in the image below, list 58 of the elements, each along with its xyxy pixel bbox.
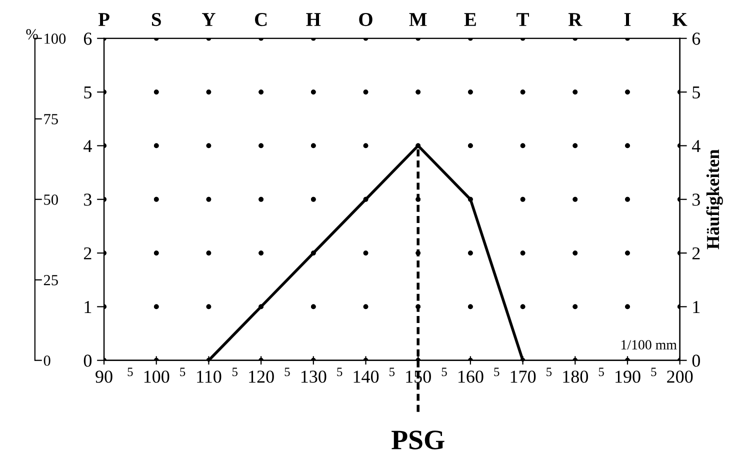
text: 5 bbox=[651, 368, 656, 376]
y-tick-label: 0 bbox=[84, 354, 92, 367]
y3-axis-title: % bbox=[26, 29, 38, 40]
y-tick-label: 1 bbox=[84, 301, 92, 313]
text: 5 bbox=[494, 368, 500, 376]
x-tick-label: 90 bbox=[96, 370, 112, 383]
y3-tick-label: 25 bbox=[44, 275, 58, 286]
y2-tick-label: 0 bbox=[692, 354, 700, 367]
text: K bbox=[672, 13, 688, 26]
y2-tick-label: 6 bbox=[692, 32, 700, 45]
text: 5 bbox=[128, 368, 133, 376]
text: 5 bbox=[442, 368, 447, 376]
y-tick-label: 5 bbox=[84, 86, 92, 98]
text: 5 bbox=[232, 368, 238, 376]
text: I bbox=[624, 13, 631, 26]
y-tick-label: 6 bbox=[84, 32, 92, 45]
y3-tick-label: 100 bbox=[44, 34, 66, 44]
annotation: 1/100 mm bbox=[621, 340, 677, 350]
y2-tick-label: 5 bbox=[692, 86, 700, 98]
x-tick-label: 170 bbox=[510, 370, 536, 383]
y2-tick-label: 2 bbox=[692, 247, 700, 260]
x-tick-label: 200 bbox=[667, 370, 693, 383]
text: H bbox=[306, 13, 321, 26]
text: R bbox=[568, 13, 582, 26]
text: 5 bbox=[337, 368, 342, 376]
x-tick-label: 120 bbox=[249, 370, 274, 383]
y-tick-label: 3 bbox=[84, 194, 92, 206]
y2-axis-title: Häufigkeiten bbox=[706, 149, 723, 250]
text: Y bbox=[202, 13, 216, 26]
text: E bbox=[464, 13, 476, 26]
text: 5 bbox=[284, 368, 290, 376]
y3-tick-label: 0 bbox=[44, 356, 50, 366]
text: O bbox=[359, 13, 372, 26]
x-tick-label: 160 bbox=[458, 370, 484, 383]
text: P bbox=[98, 13, 110, 26]
text: M bbox=[409, 13, 427, 26]
y3-tick-label: 75 bbox=[44, 114, 58, 124]
text: 5 bbox=[180, 368, 186, 376]
text: 5 bbox=[390, 368, 395, 376]
ref-line-label: PSG bbox=[392, 430, 444, 450]
y2-tick-label: 4 bbox=[692, 140, 700, 152]
text: 5 bbox=[546, 368, 552, 376]
x-tick-label: 150 bbox=[406, 370, 431, 383]
x-tick-label: 100 bbox=[144, 370, 170, 383]
y3-tick-label: 50 bbox=[44, 194, 58, 205]
y-tick-label: 2 bbox=[84, 247, 92, 260]
text: 5 bbox=[598, 368, 604, 376]
y2-tick-label: 3 bbox=[692, 194, 700, 206]
y2-tick-label: 1 bbox=[693, 301, 700, 313]
x-tick-label: 140 bbox=[354, 370, 379, 383]
text: T bbox=[516, 13, 529, 26]
x-tick-label: 190 bbox=[616, 370, 640, 383]
x-tick-label: 130 bbox=[301, 370, 326, 383]
y-tick-label: 4 bbox=[84, 140, 92, 152]
text: C bbox=[254, 13, 267, 26]
x-tick-label: 180 bbox=[563, 370, 588, 383]
x-tick-label: 110 bbox=[197, 370, 222, 383]
text: S bbox=[152, 13, 161, 26]
